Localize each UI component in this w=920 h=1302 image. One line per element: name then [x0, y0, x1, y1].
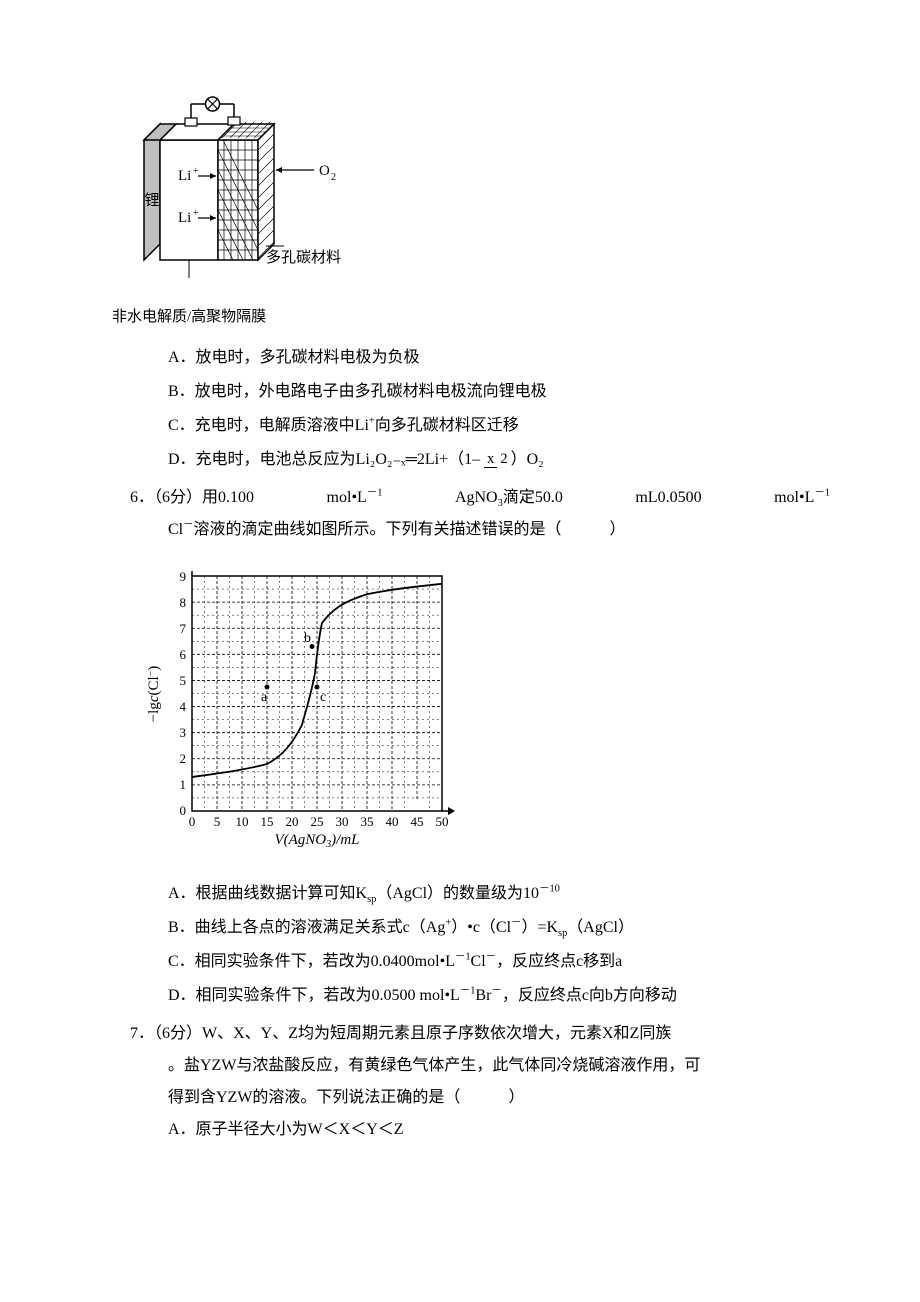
- svg-text:50: 50: [436, 814, 449, 829]
- svg-text:25: 25: [311, 814, 324, 829]
- q6-choice-d: D．相同实验条件下，若改为0.0500 mol•L－1Br－，反应终点c向b方向…: [130, 980, 830, 1012]
- svg-text:5: 5: [214, 814, 221, 829]
- label-lithium: 锂: [144, 192, 159, 209]
- svg-text:0: 0: [180, 803, 187, 818]
- svg-text:5: 5: [180, 673, 187, 688]
- svg-text:2: 2: [331, 172, 336, 183]
- svg-text:+: +: [193, 166, 199, 177]
- svg-text:45: 45: [411, 814, 424, 829]
- svg-text:4: 4: [180, 699, 187, 714]
- svg-text:9: 9: [180, 569, 187, 584]
- svg-text:35: 35: [361, 814, 374, 829]
- svg-text:20: 20: [286, 814, 299, 829]
- svg-text:V(AgNO3)/mL: V(AgNO3)/mL: [274, 832, 359, 850]
- label-li-1: Li: [178, 168, 191, 184]
- q6-choice-c: C．相同实验条件下，若改为0.0400mol•L－1Cl－，反应终点c移到a: [130, 946, 830, 978]
- svg-text:b: b: [304, 631, 311, 646]
- label-li-2: Li: [178, 210, 191, 226]
- q6-choice-b: B．曲线上各点的溶液满足关系式c（Ag+）•c（Cl－）=Ksp（AgCl）: [130, 912, 830, 944]
- svg-text:10: 10: [236, 814, 249, 829]
- q7-choice-a: A．原子半径大小为W＜X＜Y＜Z: [130, 1114, 830, 1146]
- svg-text:15: 15: [261, 814, 274, 829]
- q5-choice-a: A．放电时，多孔碳材料电极为负极: [130, 342, 830, 374]
- svg-text:1: 1: [180, 777, 187, 792]
- svg-text:+: +: [193, 208, 199, 219]
- battery-diagram: 锂 Li + Li + O 2 多孔碳材料 非水电解质/高聚物隔膜: [116, 90, 830, 332]
- svg-text:40: 40: [386, 814, 399, 829]
- diagram-caption: 非水电解质/高聚物隔膜: [112, 302, 830, 332]
- label-o2: O: [319, 163, 330, 179]
- svg-text:−lgc(Cl−): −lgc(Cl−): [146, 666, 162, 723]
- svg-text:a: a: [261, 690, 268, 705]
- q5-choice-b: B．放电时，外电路电子由多孔碳材料电极流向锂电极: [130, 376, 830, 408]
- q6-choice-a: A．根据曲线数据计算可知Ksp（AgCl）的数量级为10－10: [130, 878, 830, 910]
- svg-text:c: c: [320, 690, 326, 705]
- titration-chart: a c b 0 5 10 15 20 25 30 35 40 45 50: [140, 564, 830, 866]
- svg-text:8: 8: [180, 595, 187, 610]
- svg-text:2: 2: [180, 751, 187, 766]
- label-porous-carbon: 多孔碳材料: [266, 249, 341, 266]
- svg-text:0: 0: [189, 814, 196, 829]
- q5-choice-d: D．充电时，电池总反应为Li₂O₂₋ₓ═2Li+（1– x2）O₂: [130, 444, 830, 476]
- svg-text:3: 3: [180, 725, 187, 740]
- svg-text:6: 6: [180, 647, 187, 662]
- svg-text:7: 7: [180, 621, 187, 636]
- svg-text:30: 30: [336, 814, 349, 829]
- q5-choice-c: C．充电时，电解质溶液中Li+向多孔碳材料区迁移: [130, 410, 830, 442]
- q6-stem: 6．（6分）用0.100 mol•L－1 AgNO3滴定50.0 mL0.050…: [130, 482, 830, 546]
- q7-stem: 7．（6分）W、X、Y、Z均为短周期元素且原子序数依次增大，元素X和Z同族 。盐…: [130, 1018, 830, 1114]
